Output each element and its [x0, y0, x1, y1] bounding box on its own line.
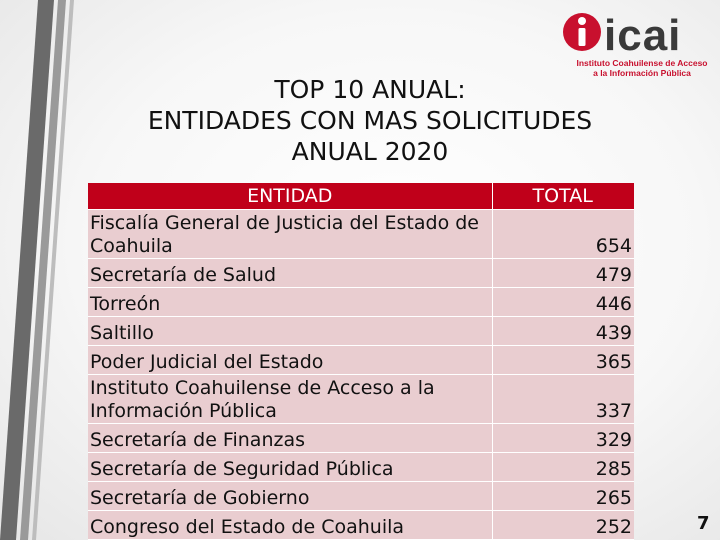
entity-cell: Secretaría de Finanzas	[88, 423, 493, 453]
header-entidad: ENTIDAD	[88, 183, 493, 210]
entity-cell: Instituto Coahuilense de Acceso a la Inf…	[88, 374, 493, 424]
info-i-icon	[563, 13, 601, 51]
entity-cell: Saltillo	[88, 316, 493, 346]
table-row: Secretaría de Salud 479	[88, 258, 634, 288]
table-row: Fiscalía General de Justicia del Estado …	[88, 209, 634, 259]
total-cell: 365	[492, 345, 634, 375]
header-total: TOTAL	[492, 183, 634, 210]
entities-table: ENTIDAD TOTAL Fiscalía General de Justic…	[88, 183, 634, 540]
table-row: Saltillo 439	[88, 316, 634, 346]
logo-subtitle-line2: a la Información Pública	[593, 68, 691, 78]
table-row: Secretaría de Seguridad Pública 285	[88, 452, 634, 482]
logo-wordmark: icai	[604, 11, 682, 60]
table-row: Secretaría de Gobierno 265	[88, 481, 634, 511]
table-row: Torreón 446	[88, 287, 634, 317]
entity-cell: Torreón	[88, 287, 493, 317]
icai-logo: icai Instituto Coahuilense de Acceso a l…	[560, 8, 720, 83]
total-cell: 329	[492, 423, 634, 453]
table-header-row: ENTIDAD TOTAL	[88, 183, 634, 210]
decorative-stripes	[0, 0, 74, 540]
table-row: Secretaría de Finanzas 329	[88, 423, 634, 453]
total-cell: 285	[492, 452, 634, 482]
table-row: Poder Judicial del Estado 365	[88, 345, 634, 375]
table-row: Instituto Coahuilense de Acceso a la Inf…	[88, 374, 634, 424]
total-cell: 265	[492, 481, 634, 511]
entity-cell: Secretaría de Seguridad Pública	[88, 452, 493, 482]
total-cell: 479	[492, 258, 634, 288]
title-line-1: TOP 10 ANUAL:	[274, 75, 466, 104]
entity-cell: Congreso del Estado de Coahuila	[88, 510, 493, 540]
entity-cell: Secretaría de Gobierno	[88, 481, 493, 511]
entity-cell: Poder Judicial del Estado	[88, 345, 493, 375]
logo-subtitle-line1: Instituto Coahuilense de Acceso	[576, 58, 708, 68]
entity-cell: Fiscalía General de Justicia del Estado …	[88, 209, 493, 259]
page-number: 7	[697, 513, 710, 534]
page-title: TOP 10 ANUAL: ENTIDADES CON MAS SOLICITU…	[80, 74, 660, 167]
table-row: Congreso del Estado de Coahuila 252	[88, 510, 634, 540]
total-cell: 337	[492, 374, 634, 424]
entity-cell: Secretaría de Salud	[88, 258, 493, 288]
title-line-3: ANUAL 2020	[291, 137, 449, 166]
logo-subtitle: Instituto Coahuilense de Acceso a la Inf…	[572, 58, 712, 78]
total-cell: 252	[492, 510, 634, 540]
title-line-2: ENTIDADES CON MAS SOLICITUDES	[147, 106, 593, 135]
total-cell: 446	[492, 287, 634, 317]
total-cell: 654	[492, 209, 634, 259]
total-cell: 439	[492, 316, 634, 346]
